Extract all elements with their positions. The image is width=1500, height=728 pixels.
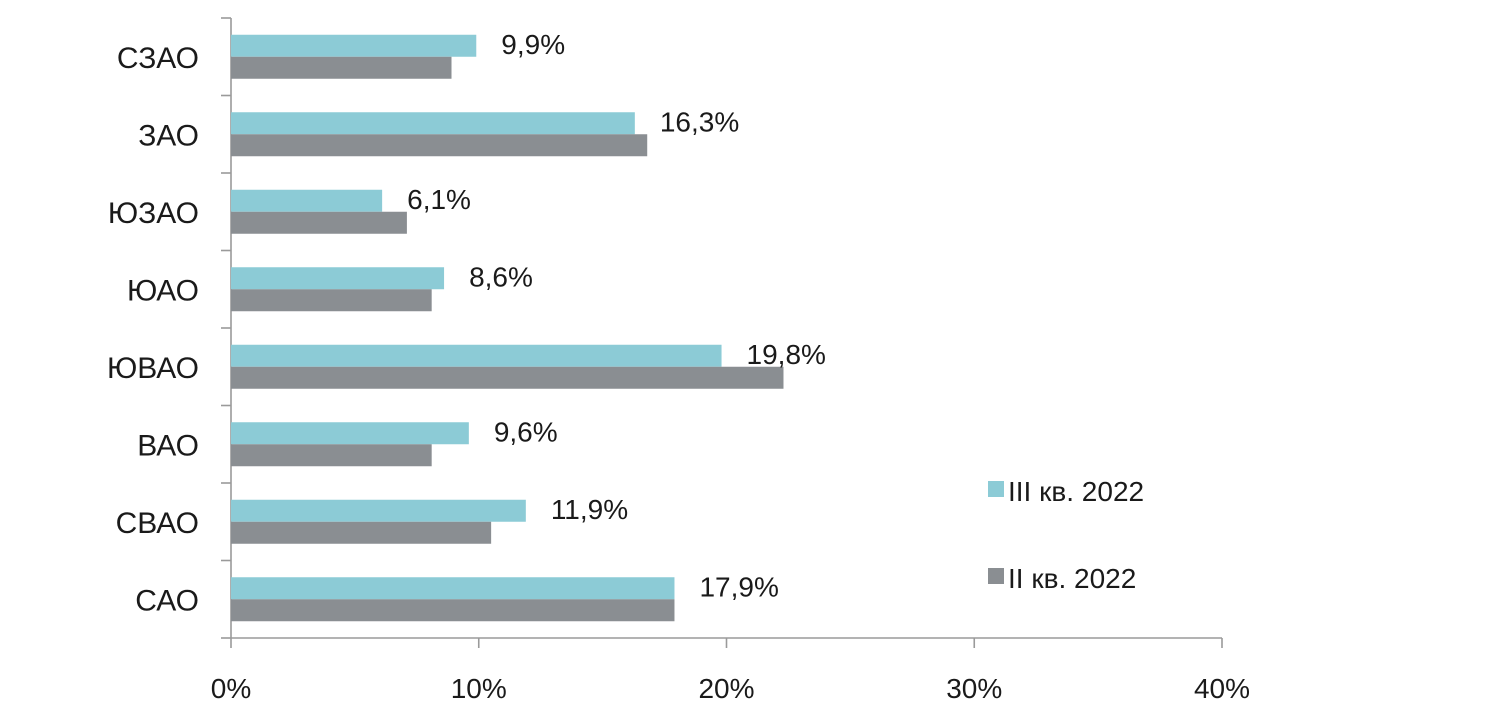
data-label: 11,9% xyxy=(551,494,628,525)
category-label: ЗАО xyxy=(138,119,199,152)
x-tick-label: 10% xyxy=(451,673,507,704)
category-label: ЮЗАО xyxy=(108,197,199,230)
data-label: 9,9% xyxy=(501,29,565,60)
x-tick-label: 20% xyxy=(698,673,754,704)
bar-series-1 xyxy=(231,344,722,367)
bar-series-1 xyxy=(231,189,383,212)
bar-series-1 xyxy=(231,499,526,522)
category-label: САО xyxy=(135,584,199,617)
bar-series-2 xyxy=(231,444,432,467)
data-label: 8,6% xyxy=(469,261,533,292)
category-label: ЮАО xyxy=(127,274,199,307)
category-labels: СЗАО ЗАО ЮЗАО ЮАО ЮВАО ВАО СВАО САО xyxy=(107,42,199,618)
bar-series-2 xyxy=(231,599,675,622)
legend-swatch xyxy=(988,481,1004,497)
category-label: ЮВАО xyxy=(107,352,199,385)
bar-series-2 xyxy=(231,521,492,544)
bar-series-1 xyxy=(231,112,635,135)
category-label: СВАО xyxy=(116,507,199,540)
legend-label: II кв. 2022 xyxy=(1008,563,1136,594)
data-label: 19,8% xyxy=(747,339,826,370)
bar-series-1 xyxy=(231,34,477,57)
data-label: 16,3% xyxy=(660,106,739,137)
data-labels: 9,9% 16,3% 6,1% 8,6% 19,8% 9,6% 11,9% 17,9% xyxy=(407,29,826,603)
x-tick-labels: 0% 10% 20% 30% 40% xyxy=(211,673,1250,704)
bar-series-2 xyxy=(231,211,407,234)
category-label: СЗАО xyxy=(117,42,199,75)
bar-series-2 xyxy=(231,134,648,157)
legend: III кв. 2022 II кв. 2022 xyxy=(988,476,1144,594)
bar-series-2 xyxy=(231,366,784,389)
data-label: 9,6% xyxy=(494,416,558,447)
bar-series-1 xyxy=(231,267,445,290)
legend-label: III кв. 2022 xyxy=(1008,476,1144,507)
x-tick-label: 40% xyxy=(1194,673,1250,704)
bar-series-2 xyxy=(231,289,432,312)
bars xyxy=(231,34,784,622)
legend-swatch xyxy=(988,568,1004,584)
x-tick-label: 30% xyxy=(946,673,1002,704)
bar-series-1 xyxy=(231,577,675,600)
bar-series-2 xyxy=(231,56,452,79)
data-label: 6,1% xyxy=(407,184,471,215)
category-label: ВАО xyxy=(137,429,199,462)
data-label: 17,9% xyxy=(699,571,778,602)
x-tick-label: 0% xyxy=(211,673,251,704)
bar-series-1 xyxy=(231,422,469,445)
